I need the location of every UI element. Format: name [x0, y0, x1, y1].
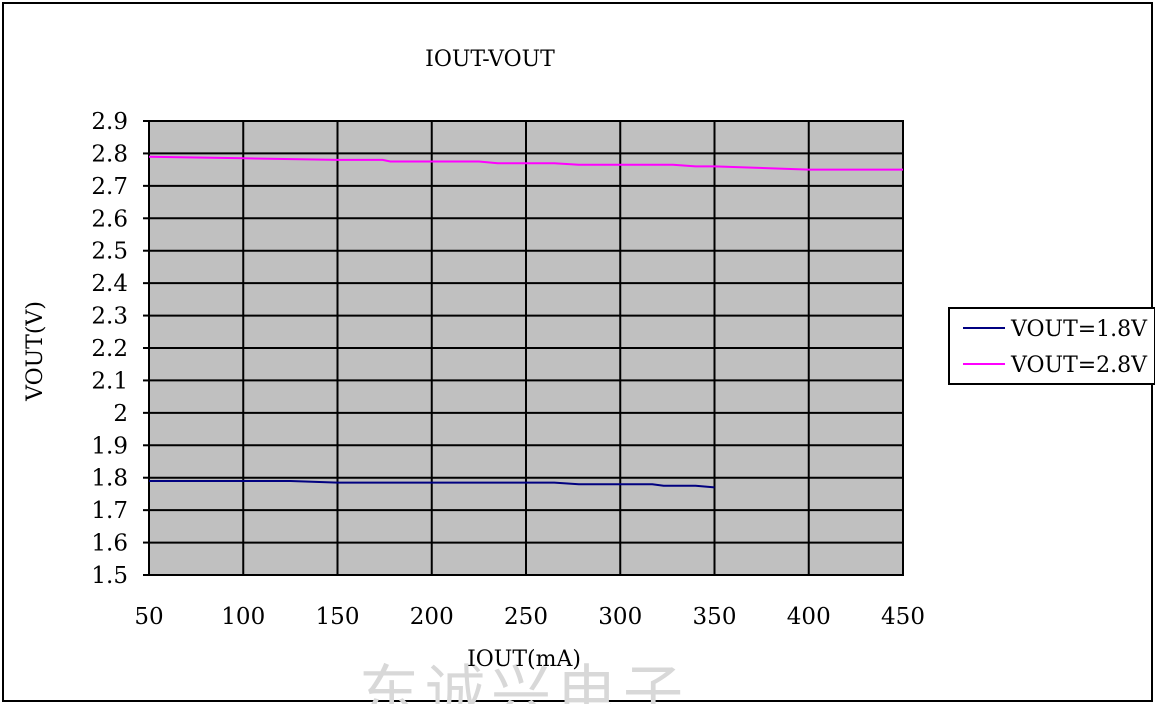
series-line-1: [149, 480, 715, 489]
y-tick-label: 1.6: [91, 531, 128, 557]
legend-box: [948, 307, 1156, 385]
y-axis-title: VOUT(V): [23, 301, 48, 402]
x-tick-label: 50: [134, 604, 163, 630]
legend: VOUT=1.8V VOUT=2.8V: [948, 307, 1156, 385]
y-tick-label: 2.9: [91, 109, 128, 135]
y-tick-label: 2.2: [91, 336, 128, 362]
x-tick-label: 150: [316, 604, 360, 630]
y-tick-label: 2.8: [91, 141, 128, 167]
y-tick-label: 2.1: [91, 368, 128, 394]
y-tick-label: 2.6: [91, 206, 128, 232]
y-tick-label: 1.5: [91, 563, 128, 589]
y-tick-label: 2.7: [91, 174, 128, 200]
x-tick-label: 250: [504, 604, 548, 630]
y-tick-label: 2.3: [91, 304, 128, 330]
plot-border: [148, 120, 904, 576]
y-tick-label: 1.7: [91, 498, 128, 524]
series-line-2: [148, 155, 903, 171]
chart-svg: 东诚兴电子 IOUT-VOUT 2.92.82.72.62.52.42.32.2…: [23, 47, 1156, 709]
x-tick-label: 400: [787, 604, 831, 630]
x-axis-title: IOUT(mA): [467, 647, 581, 672]
x-tick-label: 350: [693, 604, 737, 630]
y-tick-label: 1.8: [91, 466, 128, 492]
y-tick-label: 1.9: [91, 433, 128, 459]
legend-label-1: VOUT=1.8V: [1010, 317, 1148, 342]
x-tick-label: 450: [881, 604, 925, 630]
x-tick-label: 300: [598, 604, 642, 630]
y-tick-label: 2.4: [91, 271, 128, 297]
x-tick-label: 100: [221, 604, 265, 630]
x-tick-label: 200: [410, 604, 454, 630]
chart-title: IOUT-VOUT: [425, 47, 555, 72]
legend-label-2: VOUT=2.8V: [1010, 353, 1148, 378]
y-tick-label: 2.5: [91, 239, 128, 265]
y-tick-label: 2: [113, 401, 128, 427]
